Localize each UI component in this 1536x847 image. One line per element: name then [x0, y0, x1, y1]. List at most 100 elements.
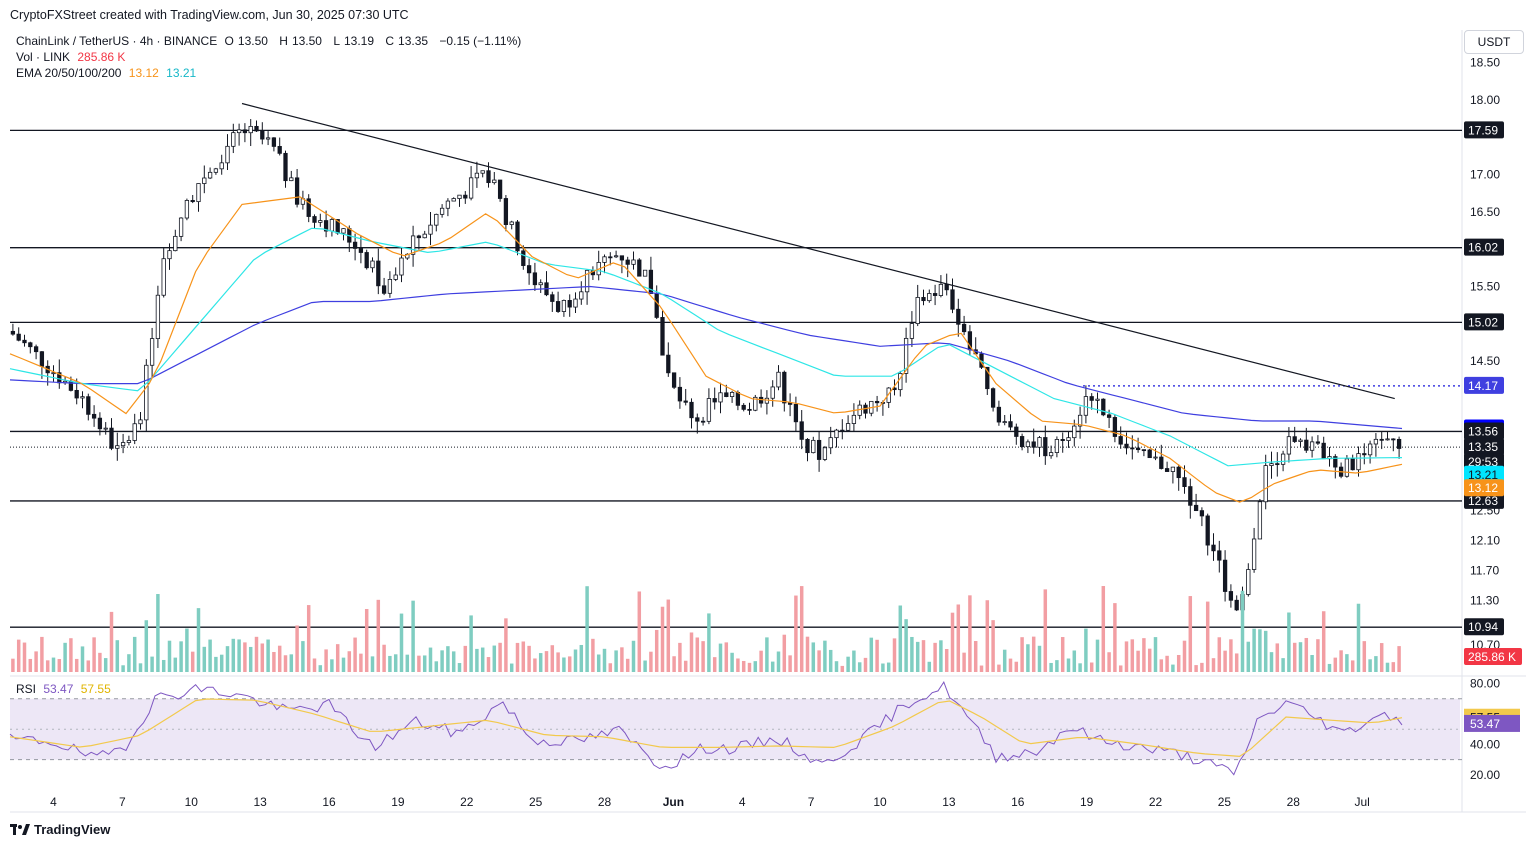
volume-bar — [492, 645, 497, 672]
candle-body — [990, 388, 996, 408]
candle-body — [1130, 447, 1135, 450]
candle-body — [120, 442, 126, 447]
volume-bar — [637, 591, 642, 672]
candle-body — [1101, 398, 1106, 416]
volume-bar — [422, 655, 427, 672]
level-price-tag — [1464, 121, 1504, 139]
ema20-line — [9, 196, 1403, 503]
symbol-name[interactable]: ChainLink / TetherUS · 4h · BINANCE — [16, 34, 218, 48]
volume-bar — [440, 650, 444, 672]
volume-bar — [347, 651, 352, 672]
candle-body — [1002, 421, 1007, 424]
volume-bar — [277, 645, 282, 672]
candle-body — [39, 351, 45, 367]
candle-body — [660, 317, 665, 356]
price-axis-tick: 14.50 — [1470, 354, 1500, 368]
ema-label[interactable]: EMA 20/50/100/200 — [16, 66, 122, 80]
volume-bar — [614, 650, 618, 672]
time-axis-tick: 25 — [1218, 795, 1232, 809]
candle-body — [637, 259, 642, 277]
candle-body — [799, 421, 804, 440]
candle-body — [903, 337, 909, 374]
volume-label[interactable]: Vol · LINK — [16, 50, 71, 64]
candle-body — [1251, 538, 1257, 570]
volume-bar — [857, 662, 862, 672]
tradingview-logo[interactable]: TradingView — [10, 822, 110, 837]
volume-bar — [92, 637, 96, 672]
candle-body — [1089, 396, 1094, 401]
candle-body — [695, 417, 700, 422]
level-price-tag — [1464, 238, 1504, 256]
candle-body — [921, 297, 926, 302]
volume-bar — [1321, 611, 1326, 672]
volume-bar — [353, 637, 357, 672]
volume-bar — [683, 660, 688, 672]
volume-bar — [1095, 639, 1100, 672]
candle-body — [1188, 486, 1193, 506]
volume-bar — [1089, 662, 1094, 672]
volume-bar — [898, 605, 903, 672]
candle-body — [1118, 436, 1123, 445]
price-tag-label: 13.12 — [1468, 481, 1498, 495]
candle-body — [712, 398, 717, 403]
volume-bar — [944, 649, 949, 672]
volume-bar — [312, 658, 317, 672]
volume-bar — [1153, 637, 1158, 672]
candle-body — [1309, 441, 1315, 451]
candle-body — [503, 198, 509, 225]
candle-body — [654, 293, 659, 318]
volume-bar — [741, 660, 746, 672]
candle-body — [573, 298, 578, 308]
candle-body — [1292, 436, 1297, 442]
candle-body — [811, 439, 816, 454]
volume-bar — [254, 636, 259, 672]
candle-body — [28, 342, 33, 348]
volume-bar — [1031, 636, 1036, 672]
volume-bar — [219, 654, 224, 672]
rsi-label[interactable]: RSI — [16, 682, 37, 696]
volume-bar — [260, 643, 265, 672]
candle-body — [225, 145, 230, 164]
price-tag-label: 13.56 — [1468, 424, 1498, 438]
rsi-axis-tick: 20.00 — [1470, 768, 1500, 782]
volume-bar — [1368, 659, 1372, 672]
candle-body — [550, 294, 555, 302]
volume-bar — [956, 604, 961, 672]
price-tag-label: 29:53 — [1468, 455, 1498, 469]
volume-bar — [173, 657, 178, 672]
candle-body — [689, 401, 694, 419]
candle-body — [567, 300, 572, 308]
candle-body — [642, 269, 648, 277]
volume-bar — [712, 657, 717, 672]
candle-body — [787, 402, 793, 405]
currency-selector[interactable]: USDT — [1464, 30, 1524, 54]
volume-bar — [701, 641, 705, 672]
price-axis-tick: 18.00 — [1470, 93, 1500, 107]
candle-body — [1286, 436, 1292, 455]
volume-bar — [834, 661, 839, 672]
volume-legend: Vol · LINK 285.86 K — [16, 50, 129, 64]
candle-body — [16, 333, 21, 341]
candle-body — [561, 300, 567, 312]
volume-bar — [1147, 648, 1152, 672]
candle-body — [718, 392, 723, 403]
price-tag — [1464, 465, 1504, 483]
candle-body — [886, 387, 891, 403]
candle-body — [463, 194, 468, 199]
candle-body — [1385, 438, 1390, 441]
volume-bar — [486, 657, 491, 672]
candle-body — [364, 252, 369, 269]
level-price-tag-label: 16.02 — [1468, 241, 1498, 255]
tradingview-logo-icon — [10, 823, 30, 835]
volume-bar — [475, 648, 479, 672]
volume-bar — [579, 644, 584, 672]
candle-body — [631, 259, 636, 265]
volume-bar — [689, 632, 694, 672]
price-axis-tick: 18.50 — [1470, 55, 1500, 69]
candle-body — [1060, 439, 1065, 441]
volume-bar — [1327, 663, 1332, 672]
candle-body — [231, 132, 236, 147]
level-price-tag — [1464, 618, 1504, 636]
volume-bar — [1223, 650, 1227, 672]
